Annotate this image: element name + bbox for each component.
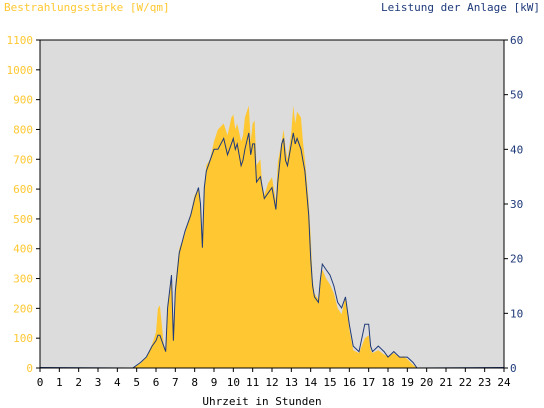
x-tick-label-13: 13 — [285, 376, 298, 389]
x-tick-label-20: 20 — [420, 376, 433, 389]
x-tick-label-10: 10 — [227, 376, 240, 389]
x-tick-label-19: 19 — [401, 376, 414, 389]
right-tick-label-30: 30 — [510, 198, 523, 211]
left-tick-label-1000: 1000 — [7, 64, 34, 77]
left-axis: 0 100 200 300 400 500 600 700 800 900 1000 1100 — [7, 34, 40, 375]
x-tick-label-9: 9 — [211, 376, 218, 389]
x-tick-label-21: 21 — [439, 376, 452, 389]
x-tick-label-0: 0 — [37, 376, 44, 389]
power-line — [39, 132, 505, 369]
x-tick-label-3: 3 — [95, 376, 102, 389]
x-tick-label-4: 4 — [114, 376, 121, 389]
left-tick-label-600: 600 — [13, 183, 33, 196]
x-axis: 0 1 2 3 4 5 6 7 8 9 10 11 12 13 14 15 16 17 18 19 20 21 22 23 24 — [37, 368, 511, 389]
left-tick-label-100: 100 — [13, 332, 33, 345]
left-tick-label-800: 800 — [13, 123, 33, 136]
x-axis-label: Uhrzeit in Stunden — [202, 395, 321, 408]
left-tick-label-0: 0 — [26, 362, 33, 375]
x-tick-label-7: 7 — [172, 376, 179, 389]
title-right: Leistung der Anlage [kW] — [381, 1, 540, 14]
x-tick-label-1: 1 — [56, 376, 63, 389]
x-tick-label-16: 16 — [343, 376, 356, 389]
left-tick-label-400: 400 — [13, 243, 33, 256]
right-tick-label-0: 0 — [510, 362, 517, 375]
x-tick-label-6: 6 — [153, 376, 160, 389]
left-tick-label-1100: 1100 — [7, 34, 34, 47]
title-left: Bestrahlungsstärke [W/qm] — [4, 1, 170, 14]
left-tick-label-300: 300 — [13, 273, 33, 286]
right-tick-label-50: 50 — [510, 89, 523, 102]
x-tick-label-2: 2 — [75, 376, 82, 389]
right-tick-label-20: 20 — [510, 253, 523, 266]
x-tick-label-8: 8 — [191, 376, 198, 389]
right-tick-label-40: 40 — [510, 143, 523, 156]
x-tick-label-11: 11 — [246, 376, 259, 389]
left-tick-label-200: 200 — [13, 302, 33, 315]
x-tick-label-22: 22 — [459, 376, 472, 389]
right-tick-label-10: 10 — [510, 307, 523, 320]
x-tick-label-24: 24 — [497, 376, 511, 389]
x-tick-label-23: 23 — [478, 376, 491, 389]
left-tick-label-900: 900 — [13, 94, 33, 107]
x-tick-label-18: 18 — [381, 376, 394, 389]
right-tick-label-60: 60 — [510, 34, 523, 47]
left-tick-label-700: 700 — [13, 153, 33, 166]
x-tick-label-5: 5 — [133, 376, 140, 389]
x-tick-label-17: 17 — [362, 376, 375, 389]
power-series — [39, 132, 505, 369]
right-axis: 0 10 20 30 40 50 60 — [504, 34, 523, 375]
x-tick-label-15: 15 — [323, 376, 336, 389]
x-tick-label-12: 12 — [265, 376, 278, 389]
x-tick-label-14: 14 — [304, 376, 318, 389]
left-tick-label-500: 500 — [13, 213, 33, 226]
